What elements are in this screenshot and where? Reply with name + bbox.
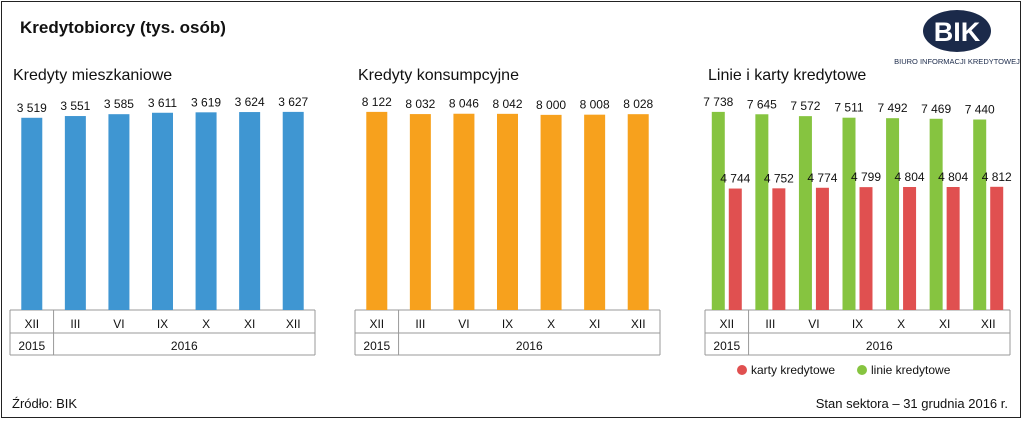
year-label: 2015 [713, 339, 740, 353]
data-label: 3 611 [148, 96, 177, 110]
bar-konsumpcyjne [497, 113, 518, 310]
logo-subtitle: BIURO INFORMACJI KREDYTOWEJ [894, 57, 1020, 66]
x-tick-label: IX [157, 317, 168, 331]
data-label: 7 492 [878, 101, 908, 115]
bar-karty-kredytowe [859, 187, 873, 310]
bar-mieszkaniowe [282, 111, 304, 310]
legend-label: karty kredytowe [751, 363, 835, 377]
bar-karty-kredytowe [990, 186, 1004, 310]
logo-text: BIK [934, 17, 981, 47]
data-label: 8 122 [362, 95, 392, 109]
source-note: Źródło: BIK [12, 396, 78, 411]
legend-marker [857, 365, 867, 375]
bar-konsumpcyjne [540, 114, 562, 310]
bar-linie-kredytowe [973, 119, 987, 310]
bar-mieszkaniowe [195, 112, 217, 311]
x-tick-label: XII [631, 317, 646, 331]
page-title: Kredytobiorcy (tys. osób) [20, 18, 226, 37]
x-tick-label: VI [808, 317, 819, 331]
data-label: 7 572 [790, 99, 820, 113]
bar-konsumpcyjne [584, 114, 606, 310]
data-label: 3 519 [17, 101, 47, 115]
data-label: 8 028 [623, 97, 653, 111]
data-label: 4 804 [895, 170, 925, 184]
x-tick-label: XII [24, 317, 39, 331]
year-label: 2015 [363, 339, 390, 353]
data-label: 4 774 [807, 171, 837, 185]
data-label: 3 624 [235, 95, 265, 109]
x-tick-label: XI [939, 317, 950, 331]
data-label: 7 469 [921, 102, 951, 116]
bar-karty-kredytowe [728, 188, 742, 310]
x-tick-label: XII [369, 317, 384, 331]
bar-konsumpcyjne [366, 111, 388, 310]
data-label: 7 645 [747, 97, 777, 111]
data-label: 4 744 [720, 172, 750, 186]
data-label: 8 032 [405, 97, 435, 111]
x-tick-label: III [765, 317, 775, 331]
x-tick-label: X [897, 317, 905, 331]
x-tick-label: IX [852, 317, 863, 331]
data-label: 4 752 [764, 171, 794, 185]
data-label: 3 551 [60, 99, 90, 113]
data-label: 8 046 [449, 97, 479, 111]
status-note: Stan sektora – 31 grudnia 2016 r. [815, 396, 1008, 411]
year-label: 2015 [18, 339, 45, 353]
data-label: 3 585 [104, 97, 134, 111]
year-label: 2016 [516, 339, 543, 353]
bar-karty-kredytowe [946, 187, 960, 310]
year-label: 2016 [171, 339, 198, 353]
bik-logo: BIK BIURO INFORMACJI KREDYTOWEJ [894, 10, 1020, 66]
data-label: 7 440 [965, 103, 995, 117]
data-label: 8 008 [580, 98, 610, 112]
bar-linie-kredytowe [711, 111, 725, 310]
bar-karty-kredytowe [772, 188, 786, 310]
x-tick-label: III [415, 317, 425, 331]
data-label: 7 511 [834, 101, 863, 115]
data-label: 3 619 [191, 95, 221, 109]
bar-mieszkaniowe [64, 116, 86, 310]
x-tick-label: XII [286, 317, 301, 331]
data-label: 3 627 [278, 95, 308, 109]
bar-mieszkaniowe [152, 112, 173, 310]
x-tick-label: X [547, 317, 555, 331]
legend-marker [737, 365, 747, 375]
x-tick-label: XII [719, 317, 734, 331]
bar-linie-kredytowe [929, 118, 943, 311]
bar-linie-kredytowe [886, 118, 900, 310]
x-tick-label: VI [458, 317, 469, 331]
bar-mieszkaniowe [21, 117, 43, 310]
bar-karty-kredytowe [815, 187, 829, 310]
year-label: 2016 [866, 339, 893, 353]
bar-konsumpcyjne [627, 114, 649, 310]
bar-linie-kredytowe [755, 114, 769, 310]
logo-badge [923, 10, 991, 52]
chart-title-konsumpcyjne: Kredyty konsumpcyjne [358, 67, 519, 84]
bar-linie-kredytowe [842, 117, 856, 310]
chart-title-linie-karty: Linie i karty kredytowe [708, 67, 866, 84]
data-label: 4 804 [938, 170, 968, 184]
x-tick-label: XII [981, 317, 996, 331]
x-tick-label: III [70, 317, 80, 331]
x-tick-label: XI [589, 317, 600, 331]
bar-konsumpcyjne [453, 113, 475, 310]
x-tick-label: XI [244, 317, 255, 331]
data-label: 4 812 [982, 170, 1012, 184]
bar-mieszkaniowe [239, 112, 261, 310]
bar-karty-kredytowe [903, 187, 917, 310]
data-label: 8 000 [536, 98, 566, 112]
x-tick-label: VI [113, 317, 124, 331]
bar-konsumpcyjne [409, 114, 431, 310]
bar-linie-kredytowe [798, 116, 812, 310]
data-label: 7 738 [703, 95, 733, 109]
data-label: 8 042 [492, 97, 522, 111]
data-label: 4 799 [851, 170, 881, 184]
chart-title-mieszkaniowe: Kredyty mieszkaniowe [13, 67, 172, 84]
bar-mieszkaniowe [108, 114, 130, 310]
legend-label: linie kredytowe [871, 363, 951, 377]
x-tick-label: X [202, 317, 210, 331]
x-tick-label: IX [502, 317, 513, 331]
